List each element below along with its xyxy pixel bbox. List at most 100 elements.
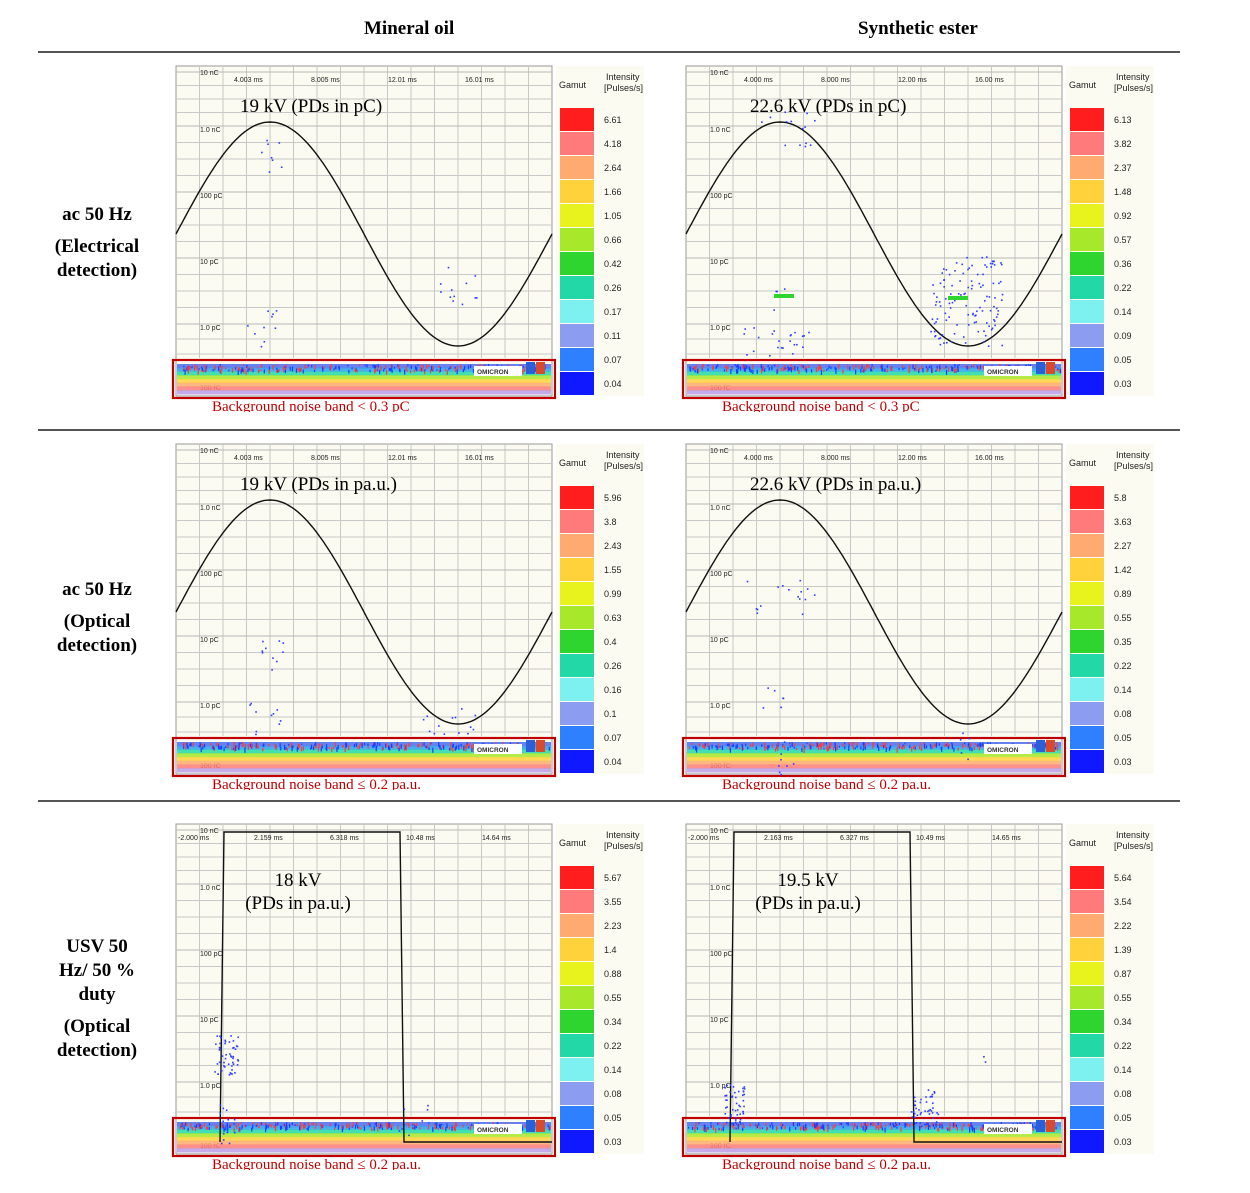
pd-pulse bbox=[978, 282, 981, 285]
noise-pulse bbox=[221, 367, 223, 371]
y-tick-label: 1.0 nC bbox=[200, 885, 221, 892]
pd-pulse bbox=[739, 1121, 741, 1124]
noise-pulse bbox=[462, 368, 464, 373]
noise-pulse bbox=[888, 746, 891, 752]
pd-pulse bbox=[801, 613, 804, 616]
row-label-ac-optical: ac 50 Hz (Optical detection) bbox=[30, 578, 164, 658]
pd-pulse bbox=[973, 321, 976, 324]
noise-pulse bbox=[962, 746, 964, 749]
noise-pulse bbox=[270, 1124, 272, 1128]
noise-pulse bbox=[828, 747, 830, 749]
noise-pulse bbox=[405, 744, 407, 748]
noise-pulse bbox=[870, 368, 872, 372]
pd-pulse bbox=[805, 142, 807, 145]
pd-pulse bbox=[433, 732, 436, 735]
noise-pulse bbox=[823, 369, 825, 372]
pd-pulse bbox=[421, 1120, 424, 1122]
noise-pulse bbox=[186, 742, 188, 747]
noise-pulse bbox=[186, 367, 188, 371]
noise-pulse bbox=[814, 1127, 816, 1130]
noise-pulse bbox=[182, 1127, 184, 1130]
noise-pulse bbox=[969, 1123, 971, 1128]
noise-pulse bbox=[702, 364, 704, 367]
noise-pulse bbox=[782, 366, 784, 372]
noise-band-layer bbox=[177, 768, 551, 773]
noise-pulse bbox=[804, 745, 806, 749]
noise-pulse bbox=[231, 368, 234, 373]
noise-pulse bbox=[936, 365, 938, 369]
noise-pulse bbox=[828, 365, 830, 369]
noise-pulse bbox=[747, 746, 749, 750]
pd-pulse bbox=[943, 286, 945, 288]
noise-pulse bbox=[883, 745, 885, 748]
pd-pulse bbox=[959, 738, 962, 741]
intensity-value: 0.03 bbox=[604, 1137, 622, 1147]
noise-pulse bbox=[964, 745, 966, 748]
y-tick-label: 100 pC bbox=[710, 193, 733, 200]
pd-pulse bbox=[266, 139, 268, 142]
noise-pulse bbox=[198, 1123, 200, 1128]
noise-pulse bbox=[864, 1127, 866, 1132]
pd-pulse bbox=[475, 297, 478, 299]
pd-pulse bbox=[260, 345, 263, 348]
noise-pulse bbox=[835, 368, 837, 374]
intensity-value: 0.05 bbox=[1114, 733, 1132, 743]
pd-pulse bbox=[231, 1069, 233, 1071]
noise-pulse bbox=[839, 1123, 841, 1125]
noise-pulse bbox=[219, 746, 221, 750]
noise-pulse bbox=[472, 743, 474, 748]
noise-pulse bbox=[729, 747, 732, 753]
noise-band-layer bbox=[177, 745, 551, 750]
noise-pulse bbox=[342, 1125, 344, 1130]
noise-pulse bbox=[187, 746, 189, 749]
noise-pulse bbox=[816, 1122, 819, 1128]
noise-pulse bbox=[210, 743, 212, 746]
pd-pulse bbox=[788, 589, 790, 591]
noise-pulse bbox=[186, 1123, 188, 1127]
noise-pulse bbox=[764, 742, 766, 748]
noise-pulse bbox=[930, 365, 932, 369]
y-tick-label: 1.0 pC bbox=[710, 703, 731, 710]
noise-pulse bbox=[310, 747, 312, 750]
noise-pulse bbox=[822, 742, 825, 747]
noise-pulse bbox=[1000, 1122, 1002, 1125]
intensity-value: 0.1 bbox=[604, 709, 617, 719]
noise-pulse bbox=[383, 369, 385, 372]
noise-pulse bbox=[464, 365, 466, 371]
noise-pulse bbox=[890, 366, 892, 369]
intensity-value: 0.22 bbox=[604, 1041, 622, 1051]
intensity-value: 0.36 bbox=[1114, 259, 1132, 269]
noise-pulse bbox=[302, 1123, 305, 1129]
pd-pulse bbox=[992, 282, 995, 285]
pd-pulse bbox=[739, 1105, 741, 1108]
noise-pulse bbox=[387, 1126, 389, 1130]
noise-pulse bbox=[825, 742, 828, 745]
noise-pulse bbox=[306, 366, 308, 369]
y-tick-label: 10 pC bbox=[710, 637, 729, 644]
noise-pulse bbox=[746, 366, 748, 369]
gamut-swatch bbox=[1070, 890, 1104, 913]
intensity-value: 0.07 bbox=[604, 733, 622, 743]
noise-band-label: Background noise band < 0.3 pC bbox=[722, 399, 920, 412]
x-tick-label: 12.00 ms bbox=[898, 77, 927, 84]
pd-pulse bbox=[933, 1090, 936, 1093]
noise-pulse bbox=[827, 746, 830, 752]
pd-pulse bbox=[951, 742, 953, 745]
noise-pulse bbox=[306, 1127, 308, 1130]
noise-pulse bbox=[440, 747, 442, 751]
noise-pulse bbox=[302, 746, 304, 751]
pd-pulse bbox=[991, 327, 994, 330]
noise-pulse bbox=[355, 368, 357, 372]
noise-pulse bbox=[1031, 743, 1033, 747]
noise-pulse bbox=[953, 368, 955, 374]
noise-pulse bbox=[491, 743, 493, 745]
noise-pulse bbox=[823, 747, 825, 750]
noise-band-layer bbox=[177, 1144, 551, 1149]
noise-pulse bbox=[863, 365, 865, 371]
noise-pulse bbox=[263, 369, 265, 374]
noise-pulse bbox=[346, 1123, 348, 1129]
noise-pulse bbox=[864, 746, 866, 750]
pd-pulse bbox=[776, 290, 778, 293]
noise-pulse bbox=[239, 742, 241, 746]
noise-pulse bbox=[300, 1126, 302, 1130]
